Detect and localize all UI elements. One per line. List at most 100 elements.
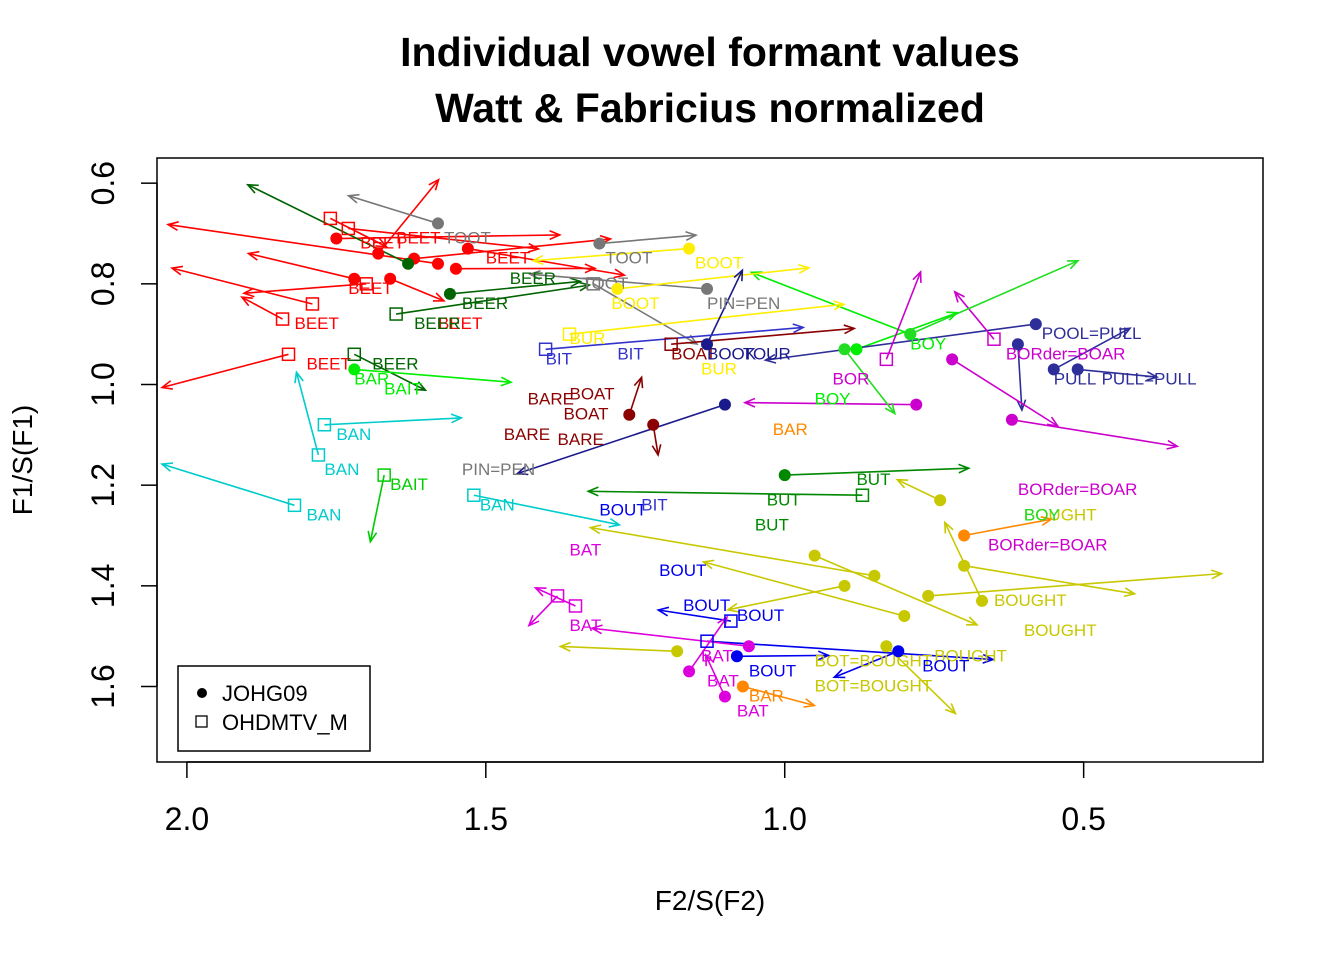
- trajectory-arrow: [569, 300, 846, 335]
- data-point-circle: [904, 328, 917, 341]
- trajectory-arrow: [843, 348, 897, 416]
- vowel-label: BAN: [480, 495, 515, 514]
- legend: JOHG09 OHDMTV_M: [177, 665, 371, 752]
- trajectory-arrow: [1053, 327, 1132, 371]
- vowel-label: PULL: [1054, 370, 1097, 389]
- vowel-label: BOUT: [683, 596, 730, 615]
- vowel-label: BEET: [486, 249, 530, 268]
- vowel-label: BAT: [570, 541, 602, 560]
- trajectory-arrow: [455, 263, 598, 274]
- trajectory-arrow: [449, 277, 583, 295]
- data-point-circle: [461, 242, 474, 255]
- data-point-square: [281, 347, 296, 362]
- data-point-square: [323, 211, 338, 226]
- vowel-label: BORder=BOAR: [1018, 480, 1138, 499]
- vowel-label: BARE: [528, 390, 574, 409]
- data-point-circle: [718, 690, 731, 703]
- trajectory-arrow: [240, 296, 283, 320]
- vowel-label: BOY: [815, 390, 851, 409]
- vowel-label: BOUGHT: [1024, 505, 1097, 524]
- trajectory-arrow: [589, 624, 749, 648]
- data-point-square: [538, 342, 553, 357]
- data-point-square: [467, 488, 481, 502]
- vowel-label: POOL=PULL: [1042, 324, 1142, 343]
- trajectory-arrow: [763, 323, 1036, 364]
- vowel-label: BEET: [396, 229, 440, 248]
- data-point-square: [586, 277, 601, 291]
- vowel-label: BORder=BOAR: [1006, 344, 1126, 363]
- data-point-circle: [934, 494, 947, 507]
- data-point-circle: [892, 645, 905, 658]
- trajectory-arrow: [330, 217, 389, 248]
- data-point-circle: [348, 363, 361, 376]
- trajectory-arrow: [1016, 344, 1027, 413]
- trajectory-arrow: [527, 595, 559, 627]
- vowel-label: TOOT: [444, 229, 491, 248]
- vowel-label: BEET: [348, 279, 392, 298]
- trajectory-arrow: [832, 650, 899, 679]
- vowel-label: BOUT: [749, 661, 796, 680]
- trajectory-arrow: [396, 281, 592, 315]
- data-point-circle: [868, 569, 881, 582]
- trajectory-arrow: [324, 413, 464, 426]
- trajectory-arrow: [963, 516, 1054, 537]
- data-point-square: [389, 307, 403, 321]
- chart-title: Individual vowel formant values: [400, 29, 1020, 75]
- vowel-label: BOUGHT: [934, 646, 1007, 665]
- vowel-label: BUR: [570, 329, 606, 348]
- vowel-label: BUT: [856, 470, 890, 489]
- data-point-circle: [778, 469, 791, 482]
- data-point-circle: [730, 650, 743, 663]
- trajectory-arrow: [599, 231, 699, 245]
- vowel-label: BEER: [510, 269, 556, 288]
- data-point-square: [664, 337, 678, 351]
- vowel-label: TOUR: [743, 344, 791, 363]
- vowel-label: BAT: [701, 646, 733, 665]
- vowel-label: BAT: [737, 702, 769, 721]
- data-point-circle: [1011, 338, 1024, 351]
- trajectory-arrow: [586, 486, 863, 497]
- data-point-circle: [431, 257, 444, 270]
- trajectory-arrow: [885, 269, 922, 360]
- trajectory-arrow: [1077, 368, 1160, 382]
- y-tick-label: 1.0: [85, 362, 121, 406]
- trajectory-arrow: [389, 278, 446, 302]
- trajectory-arrow: [885, 645, 957, 715]
- trajectory-arrow: [346, 193, 439, 225]
- trajectory-arrow: [558, 641, 678, 653]
- vowel-label: BEET: [306, 354, 350, 373]
- y-tick-label: 1.4: [85, 564, 121, 608]
- data-point-circle: [593, 237, 606, 250]
- trajectory-arrow: [706, 640, 996, 664]
- trajectory-arrow: [953, 290, 995, 340]
- data-point-square: [855, 488, 870, 502]
- x-tick-label: 1.5: [464, 801, 508, 837]
- vowel-label: BOOT: [695, 254, 743, 273]
- vowel-label: BAR: [773, 420, 808, 439]
- trajectory-arrow: [530, 247, 690, 266]
- vowel-label: PULL=PULL: [1102, 370, 1197, 389]
- data-point-circle: [671, 645, 684, 658]
- vowel-label: TOOT: [605, 249, 652, 268]
- chart-subtitle: Watt & Fabricius normalized: [435, 85, 985, 131]
- trajectory-arrow: [928, 569, 1224, 597]
- trajectory-arrow: [354, 368, 514, 387]
- x-tick-label: 0.5: [1061, 801, 1105, 837]
- vowel-label: BAIT: [390, 475, 428, 494]
- y-tick-label: 1.6: [85, 664, 121, 708]
- vowel-label: BIT: [617, 344, 643, 363]
- trajectory-arrow: [336, 230, 562, 241]
- trajectory-arrow: [348, 227, 541, 253]
- vowel-label: BEET: [360, 234, 404, 253]
- data-point-square: [275, 312, 290, 326]
- data-point-square: [879, 352, 894, 367]
- trajectory-arrow: [671, 324, 857, 346]
- trajectory-arrow: [895, 478, 941, 501]
- data-point-circle: [330, 232, 343, 245]
- trajectory-arrow: [628, 375, 644, 415]
- vowel-label: PIN=PEN: [707, 294, 780, 313]
- vowel-label: BOY: [910, 334, 946, 353]
- trajectory-arrow: [473, 494, 622, 528]
- data-point-circle: [1071, 363, 1084, 376]
- data-point-square: [700, 634, 714, 648]
